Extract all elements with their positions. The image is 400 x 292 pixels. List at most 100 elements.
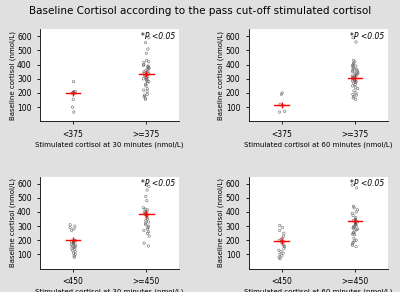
- Point: [353, 93, 360, 98]
- Point: [353, 210, 360, 214]
- X-axis label: Stimulated cortisol at 60 minutes (nmol/L): Stimulated cortisol at 60 minutes (nmol/…: [244, 141, 393, 148]
- Point: [354, 86, 361, 91]
- Point: [352, 97, 359, 102]
- Point: [142, 207, 148, 211]
- Point: [354, 67, 360, 72]
- Point: [140, 205, 147, 210]
- Point: [350, 204, 357, 209]
- Point: [278, 240, 285, 245]
- Point: [145, 220, 152, 224]
- Point: [69, 105, 76, 110]
- Point: [71, 110, 77, 114]
- Point: [72, 244, 78, 249]
- Point: [351, 78, 358, 83]
- Point: [279, 225, 286, 230]
- Point: [352, 217, 359, 221]
- Point: [352, 80, 359, 85]
- Point: [280, 239, 286, 244]
- Point: [68, 239, 75, 244]
- Point: [354, 220, 361, 224]
- Point: [351, 88, 357, 93]
- Point: [145, 225, 151, 230]
- Point: [352, 72, 359, 77]
- Point: [353, 40, 359, 44]
- Text: Baseline Cortisol according to the pass cut-off stimulated cortisol: Baseline Cortisol according to the pass …: [29, 6, 371, 16]
- Point: [350, 77, 356, 81]
- Point: [70, 91, 76, 95]
- Point: [350, 225, 356, 230]
- Point: [144, 58, 150, 63]
- Point: [143, 84, 149, 88]
- Y-axis label: Baseline cortisol (nmol/L): Baseline cortisol (nmol/L): [218, 178, 224, 267]
- Point: [67, 225, 73, 230]
- Point: [349, 232, 356, 236]
- Point: [142, 209, 148, 213]
- Point: [70, 244, 76, 248]
- Point: [145, 64, 151, 68]
- Y-axis label: Baseline cortisol (nmol/L): Baseline cortisol (nmol/L): [218, 31, 224, 120]
- Y-axis label: Baseline cortisol (nmol/L): Baseline cortisol (nmol/L): [9, 31, 16, 120]
- Point: [144, 231, 151, 236]
- Point: [144, 77, 150, 82]
- Point: [350, 61, 357, 65]
- Point: [146, 79, 152, 84]
- Point: [142, 97, 149, 102]
- Point: [350, 35, 356, 40]
- Point: [70, 90, 76, 95]
- Point: [70, 241, 77, 246]
- Point: [352, 232, 358, 237]
- Point: [143, 72, 150, 77]
- Point: [146, 72, 152, 76]
- Point: [349, 79, 356, 83]
- Point: [72, 243, 79, 248]
- Point: [72, 239, 79, 243]
- Point: [278, 249, 284, 254]
- Point: [350, 65, 356, 69]
- Point: [278, 92, 285, 97]
- Point: [70, 251, 77, 256]
- Point: [146, 35, 152, 40]
- Point: [70, 241, 76, 246]
- Point: [351, 67, 358, 71]
- Point: [145, 67, 151, 71]
- Point: [276, 223, 283, 228]
- Point: [68, 246, 75, 251]
- Point: [355, 72, 361, 76]
- Point: [350, 213, 356, 218]
- Point: [350, 58, 357, 63]
- Point: [72, 89, 78, 94]
- Point: [144, 86, 150, 91]
- Point: [142, 95, 148, 100]
- Point: [70, 79, 77, 84]
- Point: [141, 62, 147, 67]
- Point: [350, 84, 356, 88]
- Point: [350, 218, 357, 223]
- Point: [350, 74, 357, 79]
- Point: [140, 60, 147, 65]
- Point: [144, 227, 151, 231]
- Text: *P <0.05: *P <0.05: [350, 32, 384, 41]
- Point: [280, 251, 286, 256]
- Point: [351, 239, 358, 243]
- Point: [72, 246, 78, 251]
- Point: [278, 103, 285, 107]
- Point: [279, 253, 285, 258]
- Point: [351, 77, 357, 82]
- Point: [353, 73, 360, 78]
- Point: [277, 256, 283, 261]
- X-axis label: Stimulated cortisol at 60 minutes (nmol/L): Stimulated cortisol at 60 minutes (nmol/…: [244, 289, 393, 292]
- Point: [350, 240, 356, 245]
- Point: [144, 70, 150, 75]
- Point: [143, 218, 149, 223]
- Point: [141, 71, 147, 75]
- Point: [352, 71, 358, 75]
- Point: [353, 79, 359, 84]
- Point: [71, 253, 77, 258]
- Point: [278, 239, 285, 243]
- Point: [141, 211, 147, 216]
- Point: [70, 238, 76, 243]
- Point: [350, 92, 356, 97]
- Point: [143, 210, 149, 215]
- Point: [349, 211, 356, 216]
- Point: [281, 244, 287, 248]
